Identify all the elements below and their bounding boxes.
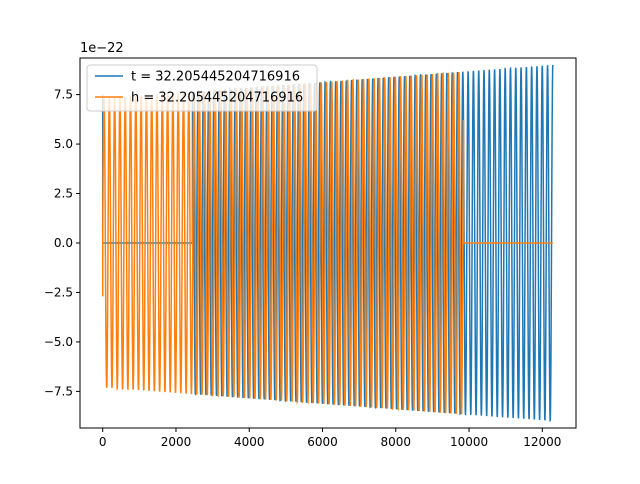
y-offset-label: 1e−22	[80, 41, 124, 56]
y-tick-label: 7.5	[54, 88, 73, 102]
y-axis: −7.5 −5.0 −2.5 0.0 2.5 5.0 7.5	[44, 88, 80, 398]
x-tick-label: 2000	[161, 435, 192, 449]
y-tick-label: 0.0	[54, 236, 73, 250]
y-tick-label: 2.5	[54, 187, 73, 201]
y-tick-label: −7.5	[44, 384, 73, 398]
x-axis: 0 2000 4000 6000 8000 10000 12000	[99, 428, 561, 449]
y-tick-label: −2.5	[44, 285, 73, 299]
x-tick-label: 0	[99, 435, 107, 449]
y-tick-label: 5.0	[54, 137, 73, 151]
series-line-t	[101, 64, 554, 422]
x-tick-label: 8000	[380, 435, 411, 449]
x-tick-label: 6000	[307, 435, 338, 449]
legend-label: h = 32.205445204716916	[131, 91, 303, 106]
plot-area	[101, 64, 554, 422]
legend-label: t = 32.205445204716916	[131, 70, 300, 85]
x-tick-label: 4000	[234, 435, 265, 449]
y-tick-label: −5.0	[44, 335, 73, 349]
legend-box	[86, 64, 318, 112]
series-line-h	[101, 71, 553, 415]
x-tick-label: 10000	[450, 435, 488, 449]
legend: t = 32.205445204716916 h = 32.20544520471…	[86, 64, 318, 112]
plot-frame	[79, 57, 577, 429]
x-tick-label: 12000	[523, 435, 561, 449]
